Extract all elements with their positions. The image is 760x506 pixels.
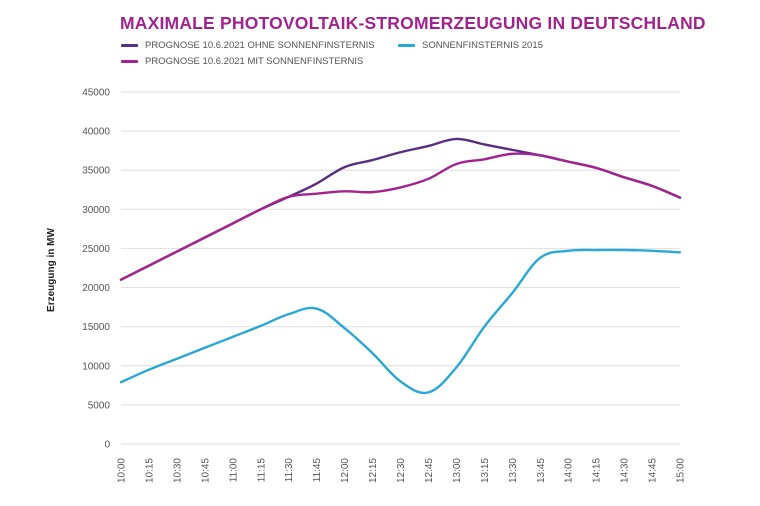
x-tick-1000: 10:00 [117,458,128,483]
y-tick-20000: 20000 [82,283,110,294]
legend-item-mit: PROGNOSE 10.6.2021 MIT SONNENFINSTERNIS [121,56,363,67]
x-tick-1415: 14:15 [592,458,603,483]
x-tick-1045: 10:45 [200,458,211,483]
x-tick-1200: 12:00 [340,458,351,483]
legend-swatch-mit [121,60,138,63]
x-tick-1430: 14:30 [620,458,631,483]
x-tick-1145: 11:45 [312,458,323,483]
x-tick-1030: 10:30 [172,458,183,483]
x-tick-1230: 12:30 [396,458,407,483]
x-tick-1115: 11:15 [256,458,267,483]
y-tick-35000: 35000 [82,166,110,177]
series-mit-line [119,152,682,281]
y-tick-5000: 5000 [88,400,111,411]
y-tick-10000: 10000 [82,361,110,372]
legend-swatch-ohne [121,44,138,47]
x-tick-1215: 12:15 [368,458,379,483]
x-tick-1345: 13:45 [536,458,547,483]
y-tick-25000: 25000 [82,244,110,255]
legend-item-ohne: PROGNOSE 10.6.2021 OHNE SONNENFINSTERNIS [121,40,375,51]
x-tick-1245: 12:45 [424,458,435,483]
y-tick-30000: 30000 [82,205,110,216]
legend-label-mit: PROGNOSE 10.6.2021 MIT SONNENFINSTERNIS [145,56,364,67]
legend-label-2015: SONNENFINSTERNIS 2015 [422,40,543,51]
x-tick-labels: 10:00 10:15 10:30 10:45 11:00 11:15 11:30 11:45… [117,458,687,483]
y-tick-labels: 0 5000 10000 15000 20000 25000 30000 35000 40000… [82,88,110,451]
y-tick-40000: 40000 [82,127,110,138]
x-tick-1315: 13:15 [480,458,491,483]
x-tick-1400: 14:00 [564,458,575,483]
y-tick-0: 0 [104,440,110,451]
series-lines [119,137,682,395]
x-tick-1300: 13:00 [452,458,463,483]
x-tick-1500: 15:00 [676,458,687,483]
legend-swatch-2015 [398,44,415,47]
legend-item-2015: SONNENFINSTERNIS 2015 [398,40,543,51]
chart-title: MAXIMALE PHOTOVOLTAIK-STROMERZEUGUNG IN … [120,13,706,33]
x-tick-1445: 14:45 [648,458,659,483]
x-tick-1130: 11:30 [284,458,295,483]
x-tick-1015: 10:15 [144,458,155,483]
series-2015-line [119,248,682,395]
gridlines [121,91,680,445]
y-tick-45000: 45000 [82,88,110,99]
x-tick-1330: 13:30 [508,458,519,483]
x-tick-1100: 11:00 [228,458,239,483]
y-tick-15000: 15000 [82,322,110,333]
legend-label-ohne: PROGNOSE 10.6.2021 OHNE SONNENFINSTERNIS [145,40,375,51]
